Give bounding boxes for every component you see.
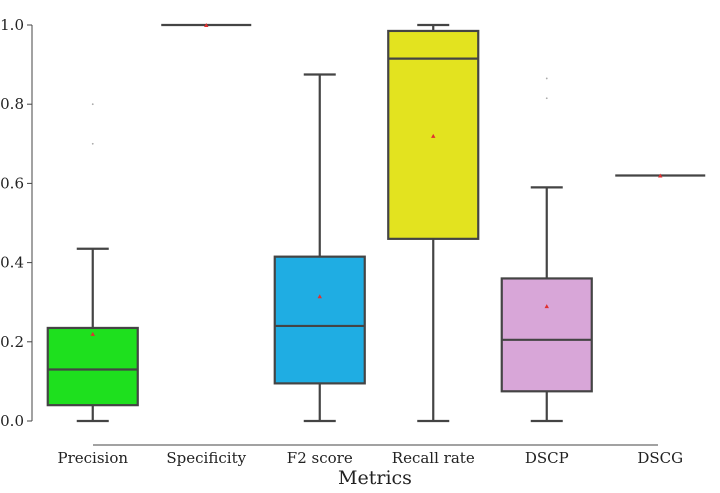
y-tick-label: 0.6 — [0, 174, 24, 192]
box-group — [46, 103, 139, 423]
category-label: F2 score — [287, 449, 353, 467]
y-ticks: 0.0 0.2 0.4 0.6 0.8 1.0 — [0, 16, 32, 430]
box-group — [500, 77, 593, 423]
outlier-point — [545, 77, 548, 80]
y-tick-label: 0.4 — [0, 254, 24, 272]
mean-marker — [317, 294, 322, 299]
mean-marker — [90, 331, 95, 336]
outlier-point — [91, 142, 94, 145]
category-label: Precision — [57, 449, 128, 467]
category-label: Specificity — [166, 449, 246, 467]
category-label: DSCG — [637, 449, 683, 467]
box-group — [273, 73, 366, 423]
iqr-box — [46, 326, 139, 407]
y-tick-label: 0.2 — [0, 333, 24, 351]
y-tick-label: 1.0 — [0, 16, 24, 34]
x-axis-title: Metrics — [338, 467, 412, 489]
mean-marker — [431, 133, 436, 138]
boxes — [46, 23, 706, 423]
y-tick-label: 0.8 — [0, 95, 24, 113]
mean-marker — [544, 304, 549, 309]
box-group — [161, 23, 252, 27]
iqr-box — [500, 277, 593, 393]
category-labels: Precision Specificity F2 score Recall rate D… — [57, 449, 683, 467]
outlier-point — [545, 97, 548, 100]
box-group — [615, 173, 706, 178]
mean-marker — [658, 173, 663, 178]
outlier-point — [91, 103, 94, 106]
box-group — [387, 23, 480, 423]
iqr-box — [273, 255, 366, 385]
category-label: Recall rate — [392, 449, 475, 467]
mean-marker — [204, 23, 209, 27]
category-label: DSCP — [525, 449, 569, 467]
y-tick-label: 0.0 — [0, 412, 24, 430]
